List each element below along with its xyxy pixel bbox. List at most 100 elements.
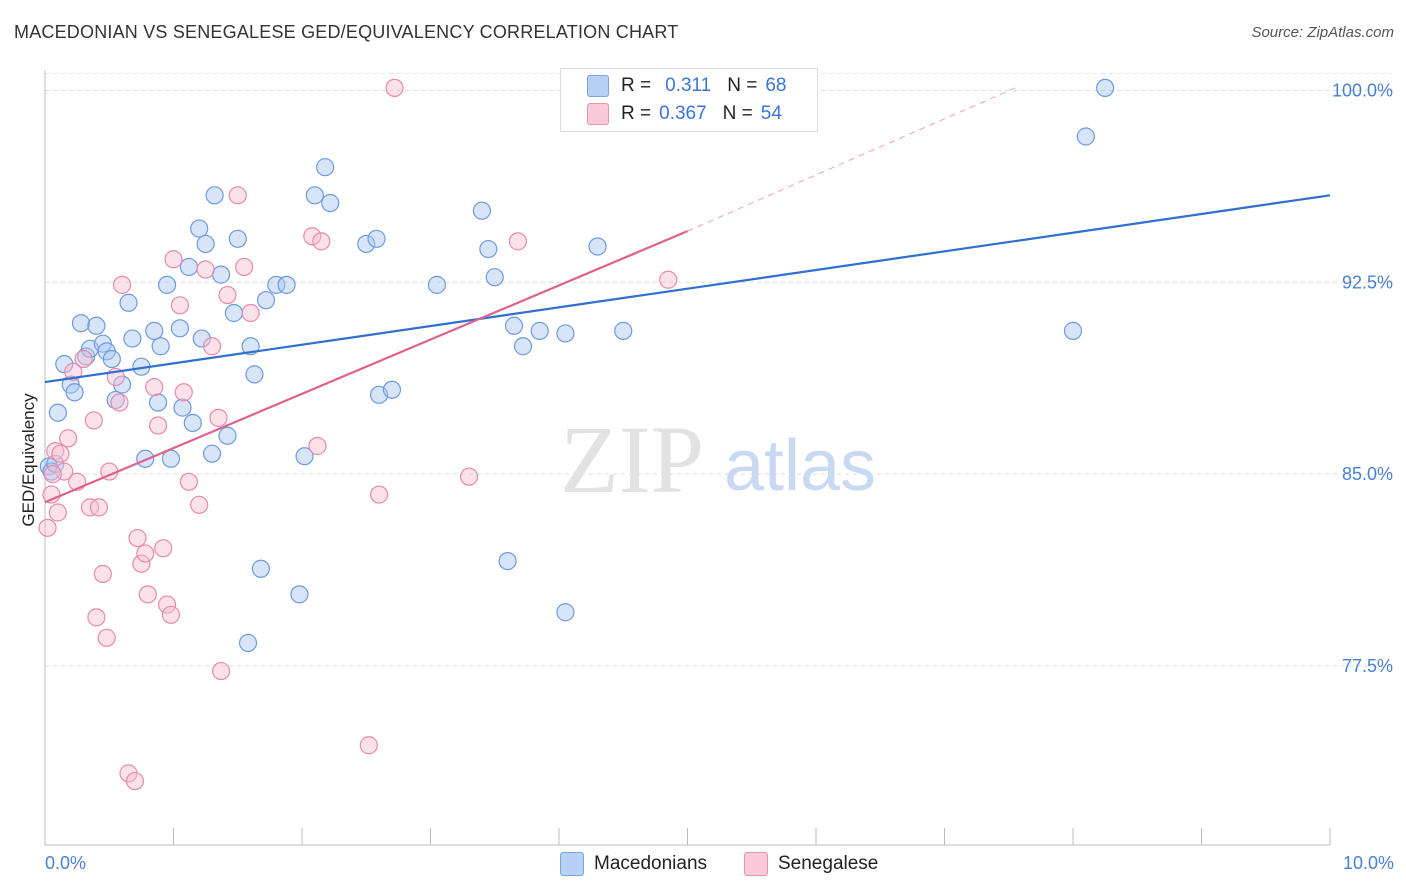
watermark: ZIP atlas: [560, 406, 876, 513]
legend-swatch-macedonians: [587, 75, 609, 97]
point-macedonians: [161, 449, 181, 468]
chart-title: MACEDONIAN VS SENEGALESE GED/EQUIVALENCY…: [14, 22, 679, 42]
point-macedonians: [556, 324, 575, 343]
point-macedonians: [498, 551, 517, 571]
point-macedonians: [427, 275, 447, 294]
point-senegalese: [38, 518, 57, 537]
point-senegalese: [46, 442, 65, 461]
y-axis-label: GED/Equivalency: [19, 393, 38, 527]
legend-n-label: N =: [727, 75, 758, 96]
trend-line-senegalese: [44, 230, 688, 504]
point-senegalese: [125, 771, 145, 791]
point-macedonians: [295, 447, 314, 466]
point-senegalese: [228, 186, 247, 205]
point-macedonians: [614, 321, 633, 340]
point-senegalese: [136, 544, 155, 563]
point-macedonians: [357, 234, 376, 254]
legend-n-value: 68: [765, 75, 787, 96]
point-senegalese: [202, 337, 222, 356]
point-senegalese: [48, 503, 67, 522]
point-macedonians: [211, 265, 231, 284]
point-macedonians: [190, 219, 209, 238]
point-macedonians: [170, 319, 190, 338]
point-senegalese: [170, 296, 190, 315]
point-macedonians: [588, 237, 607, 256]
point-macedonians: [513, 337, 533, 356]
chart-source: Source: ZipAtlas.com: [1251, 24, 1394, 41]
point-macedonians: [202, 444, 222, 463]
legend-r-value: 0.367: [659, 103, 707, 124]
point-macedonians: [556, 603, 575, 622]
legend-row-macedonians: R = 0.311 N = 68: [587, 73, 787, 99]
point-senegalese: [211, 661, 231, 681]
point-macedonians: [192, 329, 211, 348]
trend-line-senegalese-extension: [687, 87, 1016, 232]
point-senegalese: [303, 227, 322, 246]
point-senegalese: [218, 285, 237, 305]
bottom-legend-macedonians: Macedonians: [560, 852, 707, 876]
point-senegalese: [138, 585, 157, 604]
point-macedonians: [1096, 78, 1115, 98]
point-senegalese: [459, 467, 479, 486]
point-senegalese: [145, 378, 164, 397]
point-macedonians: [157, 275, 177, 294]
point-macedonians: [267, 275, 286, 294]
point-macedonians: [218, 426, 237, 445]
point-macedonians: [151, 337, 170, 356]
point-macedonians: [316, 158, 335, 177]
point-senegalese: [74, 349, 93, 369]
point-senegalese: [154, 539, 173, 558]
point-senegalese: [308, 436, 327, 456]
point-macedonians: [205, 186, 224, 205]
point-senegalese: [97, 628, 116, 647]
point-senegalese: [659, 270, 678, 289]
tick-labels: 100.0% 92.5% 85.0% 77.5% 0.0% 10.0%: [45, 80, 1394, 873]
point-senegalese: [235, 257, 254, 277]
point-macedonians: [367, 229, 386, 248]
point-senegalese: [359, 736, 378, 755]
point-macedonians: [321, 193, 340, 213]
legend-r-label: R =: [621, 75, 652, 96]
point-senegalese: [64, 362, 83, 381]
point-macedonians: [148, 393, 168, 412]
point-macedonians: [238, 633, 258, 653]
point-senegalese: [174, 383, 193, 402]
point-macedonians: [48, 403, 67, 422]
point-macedonians: [1063, 321, 1083, 340]
point-macedonians: [145, 321, 164, 340]
point-senegalese: [241, 303, 260, 323]
legend-r-label: R =: [621, 103, 652, 124]
point-macedonians: [290, 585, 309, 604]
point-senegalese: [179, 472, 199, 491]
series-senegalese: [38, 78, 678, 791]
bottom-legend-label-macedonians: Macedonians: [594, 853, 708, 874]
point-senegalese: [196, 260, 215, 279]
point-macedonians: [1076, 127, 1095, 146]
point-macedonians: [479, 239, 498, 259]
point-macedonians: [87, 316, 106, 335]
trend-line-macedonians: [44, 194, 1331, 384]
point-macedonians: [251, 559, 270, 578]
bottom-legend-label-senegalese: Senegalese: [778, 853, 879, 874]
point-senegalese: [128, 528, 147, 548]
point-macedonians: [472, 201, 491, 220]
point-senegalese: [51, 444, 70, 463]
bottom-legend-swatch-macedonians: [560, 852, 584, 876]
point-macedonians: [245, 365, 264, 384]
point-macedonians: [382, 380, 402, 399]
point-macedonians: [224, 303, 243, 323]
point-senegalese: [87, 608, 106, 627]
y-tick-label: 85.0%: [1342, 464, 1393, 484]
y-tick-label: 92.5%: [1342, 272, 1393, 292]
bottom-legend-swatch-senegalese: [744, 852, 768, 876]
point-macedonians: [179, 257, 199, 277]
point-senegalese: [385, 78, 404, 98]
point-senegalese: [59, 429, 78, 448]
point-macedonians: [173, 398, 192, 417]
point-senegalese: [93, 564, 112, 583]
point-macedonians: [305, 186, 324, 205]
point-senegalese: [370, 485, 389, 504]
point-macedonians: [119, 293, 138, 312]
legend-n-label: N =: [722, 103, 753, 124]
